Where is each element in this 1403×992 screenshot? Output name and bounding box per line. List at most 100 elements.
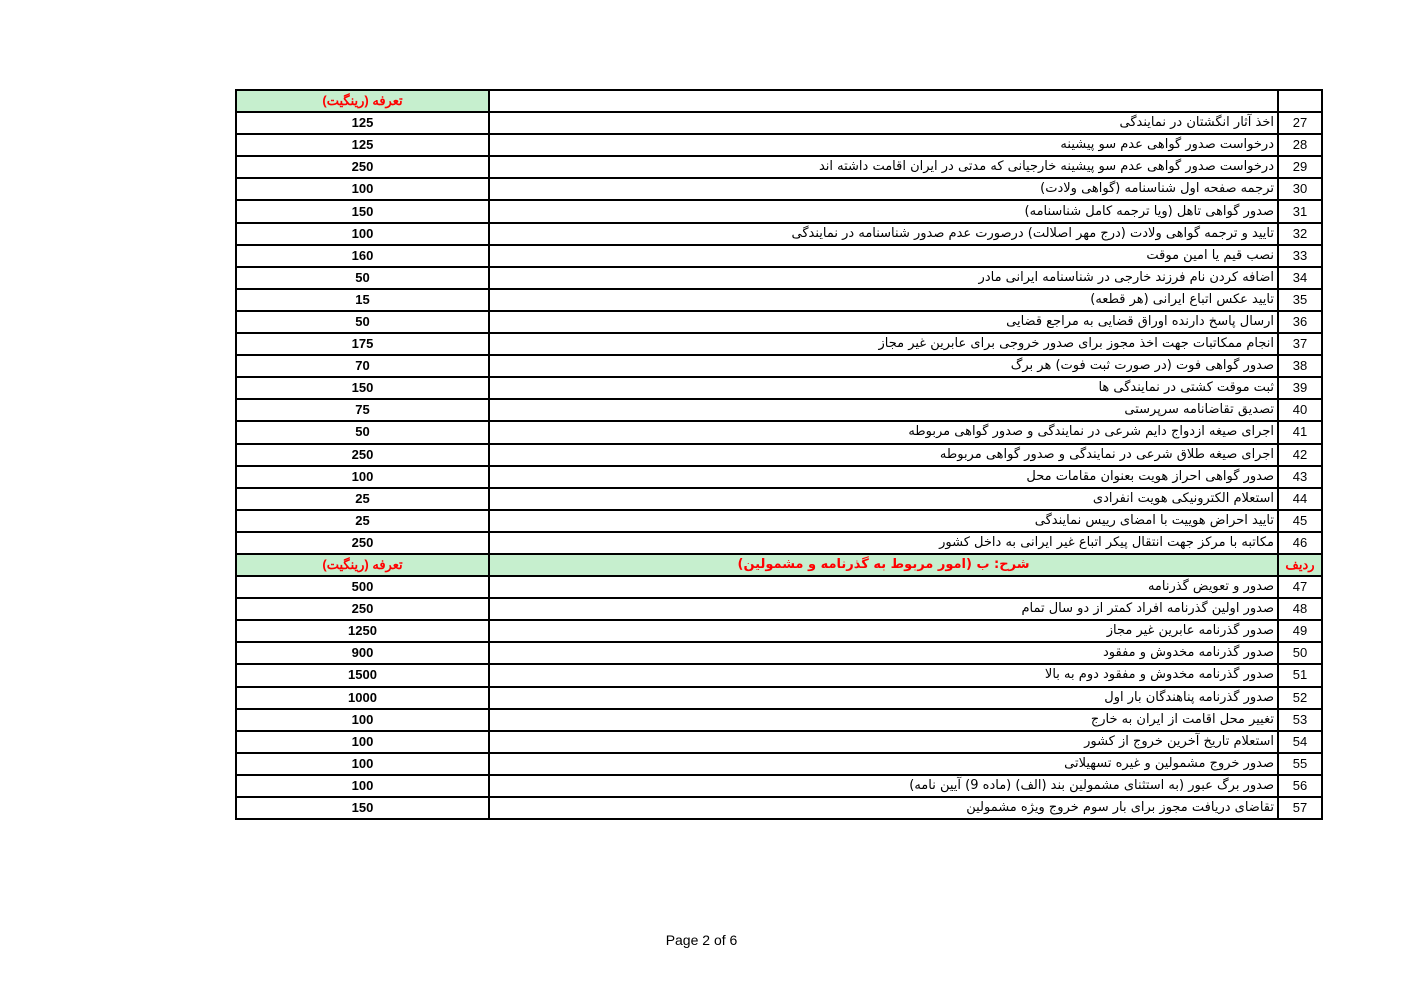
table-row: 39 ثبت موقت کشتی در نمایندگی ها 150 bbox=[235, 376, 1323, 401]
table-row: 53 تغییر محل اقامت از ایران به خارج 100 bbox=[235, 707, 1323, 732]
row-number: 32 bbox=[1277, 221, 1323, 246]
row-description: تغییر محل اقامت از ایران به خارج bbox=[488, 707, 1279, 732]
row-number: 42 bbox=[1277, 442, 1323, 467]
row-number: 29 bbox=[1277, 155, 1323, 180]
table-row: 46 مکاتبه با مرکز جهت انتقال پیکر اتباع غ… bbox=[235, 530, 1323, 555]
row-description: صدور گذرنامه عابرین غیر مجاز bbox=[488, 619, 1279, 644]
row-number: 27 bbox=[1277, 111, 1323, 136]
row-description: صدور گذرنامه مخدوش و مفقود دوم به بالا bbox=[488, 663, 1279, 688]
row-number: 38 bbox=[1277, 354, 1323, 379]
table-row: 43 صدور گواهی احراز هویت بعنوان مقامات مح… bbox=[235, 464, 1323, 489]
row-number: 41 bbox=[1277, 420, 1323, 445]
table-row: 56 صدور برگ عبور (به استثنای مشمولین بند … bbox=[235, 773, 1323, 799]
row-description: استعلام الکترونیکی هویت انفرادی bbox=[488, 486, 1279, 511]
row-number: 45 bbox=[1277, 508, 1323, 533]
row-description: اجرای صیغه ازدواج دایم شرعی در نمایندگی … bbox=[488, 420, 1279, 445]
row-description: مکاتبه با مرکز جهت انتقال پیکر اتباع غیر… bbox=[488, 530, 1279, 555]
header-row-number: ردیف bbox=[1277, 552, 1323, 578]
row-description: صدور برگ عبور (به استثنای مشمولین بند (ا… bbox=[488, 773, 1279, 799]
row-fee: 1250 bbox=[235, 619, 490, 644]
header-number-cell bbox=[1277, 88, 1323, 114]
row-number: 34 bbox=[1277, 265, 1323, 290]
row-number: 53 bbox=[1277, 707, 1323, 732]
row-description: ارسال پاسخ دارنده اوراق قضایی به مراجع ق… bbox=[488, 309, 1279, 335]
row-fee: 160 bbox=[235, 243, 490, 268]
row-fee: 250 bbox=[235, 155, 490, 180]
row-number: 39 bbox=[1277, 376, 1323, 401]
table-row: 50 صدور گذرنامه مخدوش و مفقود 900 bbox=[235, 641, 1323, 666]
row-description: صدور و تعویض گذرنامه bbox=[488, 575, 1279, 600]
row-fee: 100 bbox=[235, 773, 490, 799]
row-fee: 75 bbox=[235, 398, 490, 423]
row-description: صدور اولین گذرنامه افراد کمتر از دو سال … bbox=[488, 597, 1279, 622]
row-description: صدور گذرنامه پناهندگان بار اول bbox=[488, 685, 1279, 710]
table-row: 41 اجرای صیغه ازدواج دایم شرعی در نمایندگ… bbox=[235, 420, 1323, 445]
table-row: 57 تقاضای دریافت مجوز برای بار سوم خروج و… bbox=[235, 795, 1323, 821]
row-description: ترجمه صفحه اول شناسنامه (گواهی ولادت) bbox=[488, 177, 1279, 202]
row-number: 36 bbox=[1277, 309, 1323, 335]
row-description: اخذ آثار انگشتان در نمایندگی bbox=[488, 111, 1279, 136]
table-row: 35 تایید عکس اتباع ایرانی (هر قطعه) 15 bbox=[235, 287, 1323, 312]
row-description: اضافه کردن نام فرزند خارجی در شناسنامه ا… bbox=[488, 265, 1279, 290]
row-fee: 500 bbox=[235, 575, 490, 600]
row-fee: 15 bbox=[235, 287, 490, 312]
row-fee: 150 bbox=[235, 199, 490, 224]
row-number: 28 bbox=[1277, 133, 1323, 158]
row-fee: 250 bbox=[235, 530, 490, 555]
row-number: 44 bbox=[1277, 486, 1323, 511]
table-row: 52 صدور گذرنامه پناهندگان بار اول 1000 bbox=[235, 685, 1323, 710]
fee-table: تعرفه (رینگیت) 27 اخذ آثار انگشتان در نما… bbox=[235, 88, 1323, 821]
row-fee: 1500 bbox=[235, 663, 490, 688]
row-number: 50 bbox=[1277, 641, 1323, 666]
row-number: 55 bbox=[1277, 751, 1323, 776]
table-row: 54 استعلام تاریخ آخرین خروج از کشور 100 bbox=[235, 729, 1323, 754]
row-description: استعلام تاریخ آخرین خروج از کشور bbox=[488, 729, 1279, 754]
row-description: صدور گواهی احراز هویت بعنوان مقامات محل bbox=[488, 464, 1279, 489]
table-row: 45 تایید احراض هوییت با امضای رییس نمایند… bbox=[235, 508, 1323, 533]
table-row: 48 صدور اولین گذرنامه افراد کمتر از دو سا… bbox=[235, 597, 1323, 622]
row-fee: 100 bbox=[235, 221, 490, 246]
row-number: 43 bbox=[1277, 464, 1323, 489]
section-header-row: ردیف شرح: ب (امور مربوط به گذرنامه و مشمو… bbox=[235, 552, 1323, 578]
row-description: تایید و ترجمه گواهی ولادت (درج مهر اصلال… bbox=[488, 221, 1279, 246]
row-number: 30 bbox=[1277, 177, 1323, 202]
row-number: 51 bbox=[1277, 663, 1323, 688]
row-description: انجام ممکاتبات جهت اخذ مجوز برای صدور خر… bbox=[488, 332, 1279, 357]
row-fee: 100 bbox=[235, 729, 490, 754]
table-header-row: تعرفه (رینگیت) bbox=[235, 88, 1323, 114]
row-number: 56 bbox=[1277, 773, 1323, 799]
row-fee: 125 bbox=[235, 111, 490, 136]
table-row: 36 ارسال پاسخ دارنده اوراق قضایی به مراجع… bbox=[235, 309, 1323, 335]
header-description-cell bbox=[488, 88, 1279, 114]
table-row: 29 درخواست صدور گواهی عدم سو پیشینه خارجی… bbox=[235, 155, 1323, 180]
row-description: نصب قیم یا امین موقت bbox=[488, 243, 1279, 268]
row-number: 37 bbox=[1277, 332, 1323, 357]
row-fee: 100 bbox=[235, 707, 490, 732]
row-fee: 900 bbox=[235, 641, 490, 666]
table-row: 27 اخذ آثار انگشتان در نمایندگی 125 bbox=[235, 111, 1323, 136]
table-row: 47 صدور و تعویض گذرنامه 500 bbox=[235, 575, 1323, 600]
row-fee: 100 bbox=[235, 177, 490, 202]
row-fee: 50 bbox=[235, 420, 490, 445]
row-description: درخواست صدور گواهی عدم سو پیشینه bbox=[488, 133, 1279, 158]
row-number: 35 bbox=[1277, 287, 1323, 312]
row-number: 46 bbox=[1277, 530, 1323, 555]
row-fee: 1000 bbox=[235, 685, 490, 710]
row-number: 48 bbox=[1277, 597, 1323, 622]
row-fee: 25 bbox=[235, 486, 490, 511]
row-fee: 25 bbox=[235, 508, 490, 533]
row-fee: 100 bbox=[235, 751, 490, 776]
page-footer: Page 2 of 6 bbox=[665, 932, 738, 948]
row-fee: 250 bbox=[235, 597, 490, 622]
row-number: 57 bbox=[1277, 795, 1323, 821]
row-number: 47 bbox=[1277, 575, 1323, 600]
row-fee: 100 bbox=[235, 464, 490, 489]
table-row: 30 ترجمه صفحه اول شناسنامه (گواهی ولادت) 1… bbox=[235, 177, 1323, 202]
row-description: تقاضای دریافت مجوز برای بار سوم خروج ویژ… bbox=[488, 795, 1279, 821]
row-description: صدور گذرنامه مخدوش و مفقود bbox=[488, 641, 1279, 666]
table-row: 49 صدور گذرنامه عابرین غیر مجاز 1250 bbox=[235, 619, 1323, 644]
table-row: 28 درخواست صدور گواهی عدم سو پیشینه 125 bbox=[235, 133, 1323, 158]
header-description: شرح: ب (امور مربوط به گذرنامه و مشمولین) bbox=[488, 552, 1279, 578]
row-description: صدور گواهی تاهل (ویا ترجمه کامل شناسنامه… bbox=[488, 199, 1279, 224]
row-fee: 50 bbox=[235, 265, 490, 290]
